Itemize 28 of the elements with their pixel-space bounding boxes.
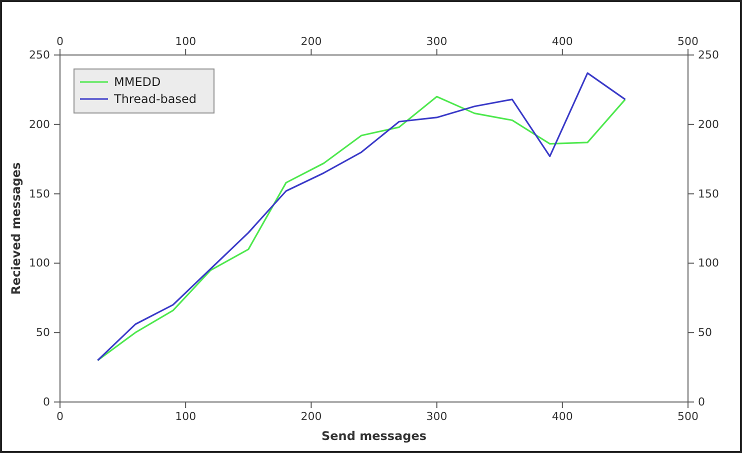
y-tick-label: 0 [43,396,50,409]
legend-label: MMEDD [114,75,161,89]
y-tick-label: 250 [29,48,50,62]
x2-tick-label: 100 [175,410,196,423]
legend-label: Thread-based [113,92,197,106]
y2-tick-label: 50 [698,326,712,340]
y2-tick-label: 100 [698,256,719,270]
y2-tick-label: 250 [698,48,719,62]
y-tick-label: 100 [29,256,50,270]
y-tick-label: 50 [36,326,50,340]
x-axis-title: Send messages [322,429,426,443]
x-tick-label: 0 [56,35,64,48]
x2-tick-label: 400 [552,410,573,423]
x2-tick-label: 200 [300,410,322,423]
x2-tick-label: 0 [56,410,64,423]
y-tick-label: 150 [29,187,50,200]
y-axis-title: Recieved messages [9,162,23,295]
x-tick-label: 500 [678,35,698,48]
x-tick-label: 300 [426,35,448,48]
y2-tick-label: 200 [698,118,719,131]
x-tick-label: 400 [552,35,573,48]
y-tick-label: 200 [29,118,50,131]
x2-tick-label: 500 [678,410,698,423]
y2-tick-label: 150 [698,187,719,200]
x2-tick-label: 300 [426,410,448,423]
y2-tick-label: 0 [698,396,705,409]
x-tick-label: 100 [175,35,196,48]
x-tick-label: 200 [300,35,322,48]
